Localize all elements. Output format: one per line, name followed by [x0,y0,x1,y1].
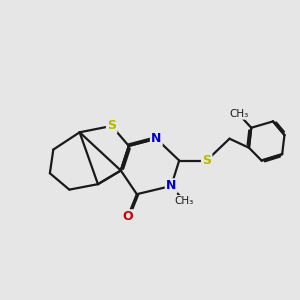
Text: O: O [122,210,133,224]
Text: S: S [107,119,116,132]
Text: N: N [151,132,161,145]
Text: CH₃: CH₃ [174,196,194,206]
Text: CH₃: CH₃ [229,109,248,119]
Text: N: N [166,179,176,193]
Text: S: S [202,154,211,167]
